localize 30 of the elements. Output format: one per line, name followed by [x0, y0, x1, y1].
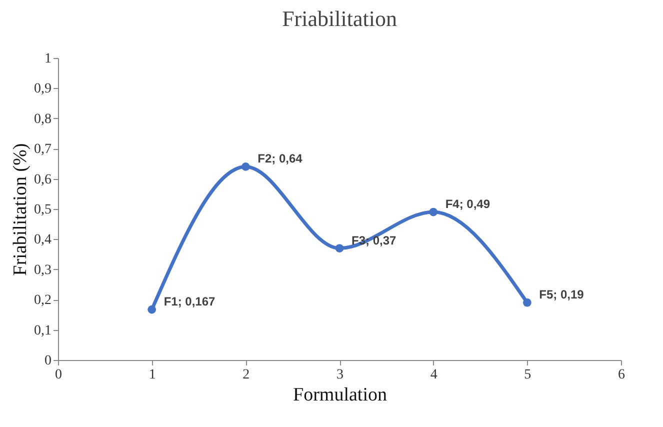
x-tick-label: 6: [618, 368, 625, 382]
chart-title: Friabilitation: [282, 6, 397, 31]
y-tick-label: 0: [44, 354, 52, 368]
y-tick-label: 1: [44, 52, 52, 66]
point: [335, 244, 344, 252]
data-label: F4; 0,49: [445, 197, 490, 212]
x-tick-label: 1: [148, 368, 156, 382]
data-label: F2; 0,64: [258, 152, 303, 166]
point: [429, 208, 438, 216]
x-tick-label: 3: [336, 368, 344, 382]
x-tick-label: 4: [430, 368, 438, 382]
y-tick-label: 0,6: [34, 172, 52, 188]
y-tick-label: 0,3: [34, 262, 52, 278]
data-label: F1; 0,167: [164, 294, 216, 309]
y-axis-title: Friabilitation (%): [10, 143, 31, 276]
y-tick-label: 0,8: [34, 112, 52, 127]
x-axis-title: Formulation: [293, 384, 388, 406]
x-tick-label: 0: [55, 368, 62, 382]
y-tick-label: 0,1: [34, 323, 52, 338]
data-label: F5; 0,19: [539, 288, 584, 302]
point: [148, 305, 156, 314]
x-tick-label: 5: [524, 368, 532, 382]
y-tick-label: 0,7: [34, 142, 52, 158]
x-tick-label: 2: [242, 368, 250, 382]
y-tick-label: 0,2: [34, 293, 52, 308]
point: [241, 162, 250, 171]
y-tick-label: 0,5: [34, 202, 52, 218]
y-tick-label: 0,9: [34, 82, 52, 97]
y-tick-label: 0,4: [34, 232, 52, 248]
point: [522, 298, 532, 307]
